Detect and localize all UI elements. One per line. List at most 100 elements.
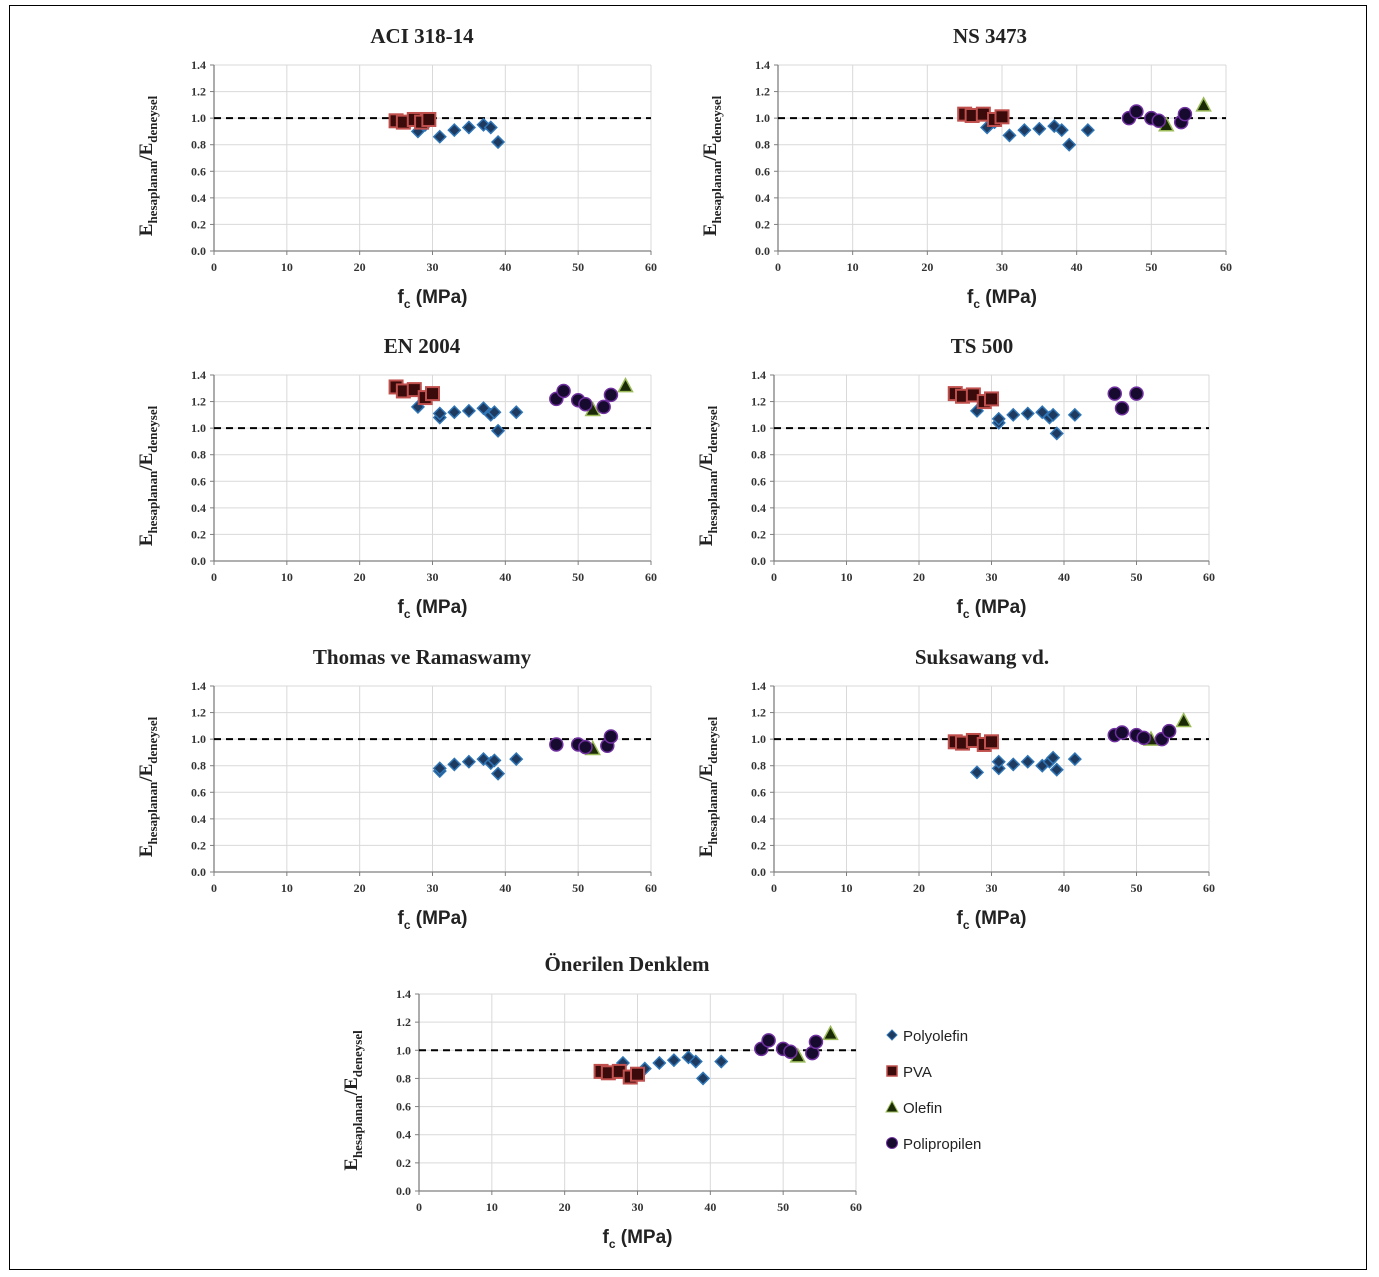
data-point-polipropilen [808,1034,824,1050]
data-point-polipropilen [578,396,593,412]
data-point-polyolefin [432,129,447,144]
data-point-polipropilen [549,737,564,752]
x-tick-label: 40 [499,260,511,274]
data-point-polyolefin [1046,750,1061,765]
y-tick-label: 0.2 [396,1156,411,1170]
x-axis-label: fc (MPa) [956,597,1026,621]
data-point-polipropilen [1136,730,1151,746]
chart-title: EN 2004 [384,334,461,358]
data-point-polyolefin [1002,128,1017,143]
x-tick-label: 60 [1203,570,1215,584]
x-tick-label: 10 [841,570,853,584]
data-point-polyolefin [447,123,462,138]
data-point-polipropilen [1129,386,1144,401]
x-tick-label: 50 [572,881,584,895]
chart-title: Suksawang vd. [915,645,1049,669]
y-tick-label: 0.0 [191,554,206,568]
chart-title: TS 500 [951,334,1013,358]
data-point-olefin [822,1024,839,1041]
data-point-olefin [1175,711,1192,728]
data-point-pva [421,111,437,127]
legend-label-pva: PVA [903,1064,932,1081]
data-point-polyolefin [1017,123,1032,138]
legend: Polyolefin PVA Olefin Polipropilen [885,1028,981,1153]
legend-item-olefin: Olefin [885,1099,942,1117]
y-tick-label: 0.8 [191,448,206,462]
y-tick-label: 0.0 [751,865,766,879]
y-tick-label: 0.4 [755,191,770,205]
data-point-polyolefin [487,405,502,420]
x-tick-label: 10 [847,260,859,274]
x-axis-label: fc (MPa) [397,287,467,311]
x-tick-label: 50 [1131,881,1143,895]
data-point-polyolefin [461,120,476,135]
x-tick-label: 0 [416,1200,422,1214]
y-tick-label: 0.6 [751,474,766,488]
data-point-polyolefin [1006,407,1021,422]
x-tick-label: 10 [841,881,853,895]
data-point-pva [425,386,440,402]
data-point-polyolefin [652,1055,667,1071]
y-axis-label: Ehesaplanan/Edeneysel [136,405,160,546]
x-axis-label: fc (MPa) [956,908,1026,932]
data-point-olefin [617,377,634,393]
y-tick-label: 0.2 [191,527,206,541]
x-tick-label: 20 [913,881,925,895]
x-tick-label: 60 [645,260,657,274]
data-point-polyolefin [688,1054,703,1069]
data-point-polyolefin [490,423,506,438]
data-point-polyolefin [1080,123,1095,138]
y-tick-label: 0.2 [755,217,770,231]
data-point-polyolefin [447,757,462,772]
x-tick-label: 40 [1071,260,1083,274]
data-point-polipropilen [1129,104,1144,119]
data-point-polyolefin [1006,757,1021,772]
y-tick-label: 0.0 [755,244,770,258]
x-tick-label: 60 [1220,260,1232,274]
x-tick-label: 10 [281,570,293,584]
data-point-polyolefin [476,401,491,416]
x-tick-label: 30 [427,260,439,274]
y-tick-label: 0.4 [751,812,766,826]
legend-marker-polyolefin [886,1029,898,1041]
y-tick-label: 0.8 [191,759,206,773]
x-tick-label: 0 [211,881,217,895]
data-point-polyolefin [1032,121,1047,136]
x-tick-label: 50 [777,1200,789,1214]
data-point-polipropilen [603,729,619,744]
y-tick-label: 0.6 [755,164,770,178]
x-tick-label: 10 [281,260,293,274]
legend-marker-pva [886,1065,898,1077]
x-tick-label: 40 [1058,570,1070,584]
chart-panel-4: TS 500 0 10 20 30 40 50 60 0.0 0.2 0.4 0.6 0.8 1.0 1.2… [696,334,1215,621]
x-tick-label: 30 [427,570,439,584]
y-tick-label: 1.0 [191,111,206,125]
x-tick-label: 50 [1131,570,1143,584]
y-tick-label: 1.4 [751,679,766,693]
y-tick-label: 0.6 [191,785,206,799]
y-tick-label: 1.0 [396,1043,411,1057]
y-tick-label: 0.2 [751,838,766,852]
data-point-pva [984,734,999,750]
data-point-polyolefin [1054,123,1069,138]
x-tick-label: 20 [921,260,933,274]
data-point-polyolefin [461,403,476,418]
data-point-polyolefin [1049,426,1064,441]
y-tick-label: 1.0 [751,421,766,435]
y-axis-label: Ehesaplanan/Edeneysel [700,95,724,236]
y-tick-label: 0.8 [396,1071,411,1085]
data-point-pva [994,109,1010,125]
y-tick-label: 1.0 [751,732,766,746]
y-tick-label: 0.2 [751,527,766,541]
data-point-polyolefin [447,405,462,420]
data-point-polipropilen [1114,725,1130,740]
y-tick-label: 1.0 [755,111,770,125]
x-tick-label: 30 [996,260,1008,274]
x-axis-label: fc (MPa) [397,597,467,621]
x-tick-label: 40 [704,1200,716,1214]
data-point-polyolefin [487,753,502,768]
data-point-polyolefin [509,405,524,420]
x-tick-label: 10 [486,1200,498,1214]
x-axis-label: fc (MPa) [397,908,467,932]
